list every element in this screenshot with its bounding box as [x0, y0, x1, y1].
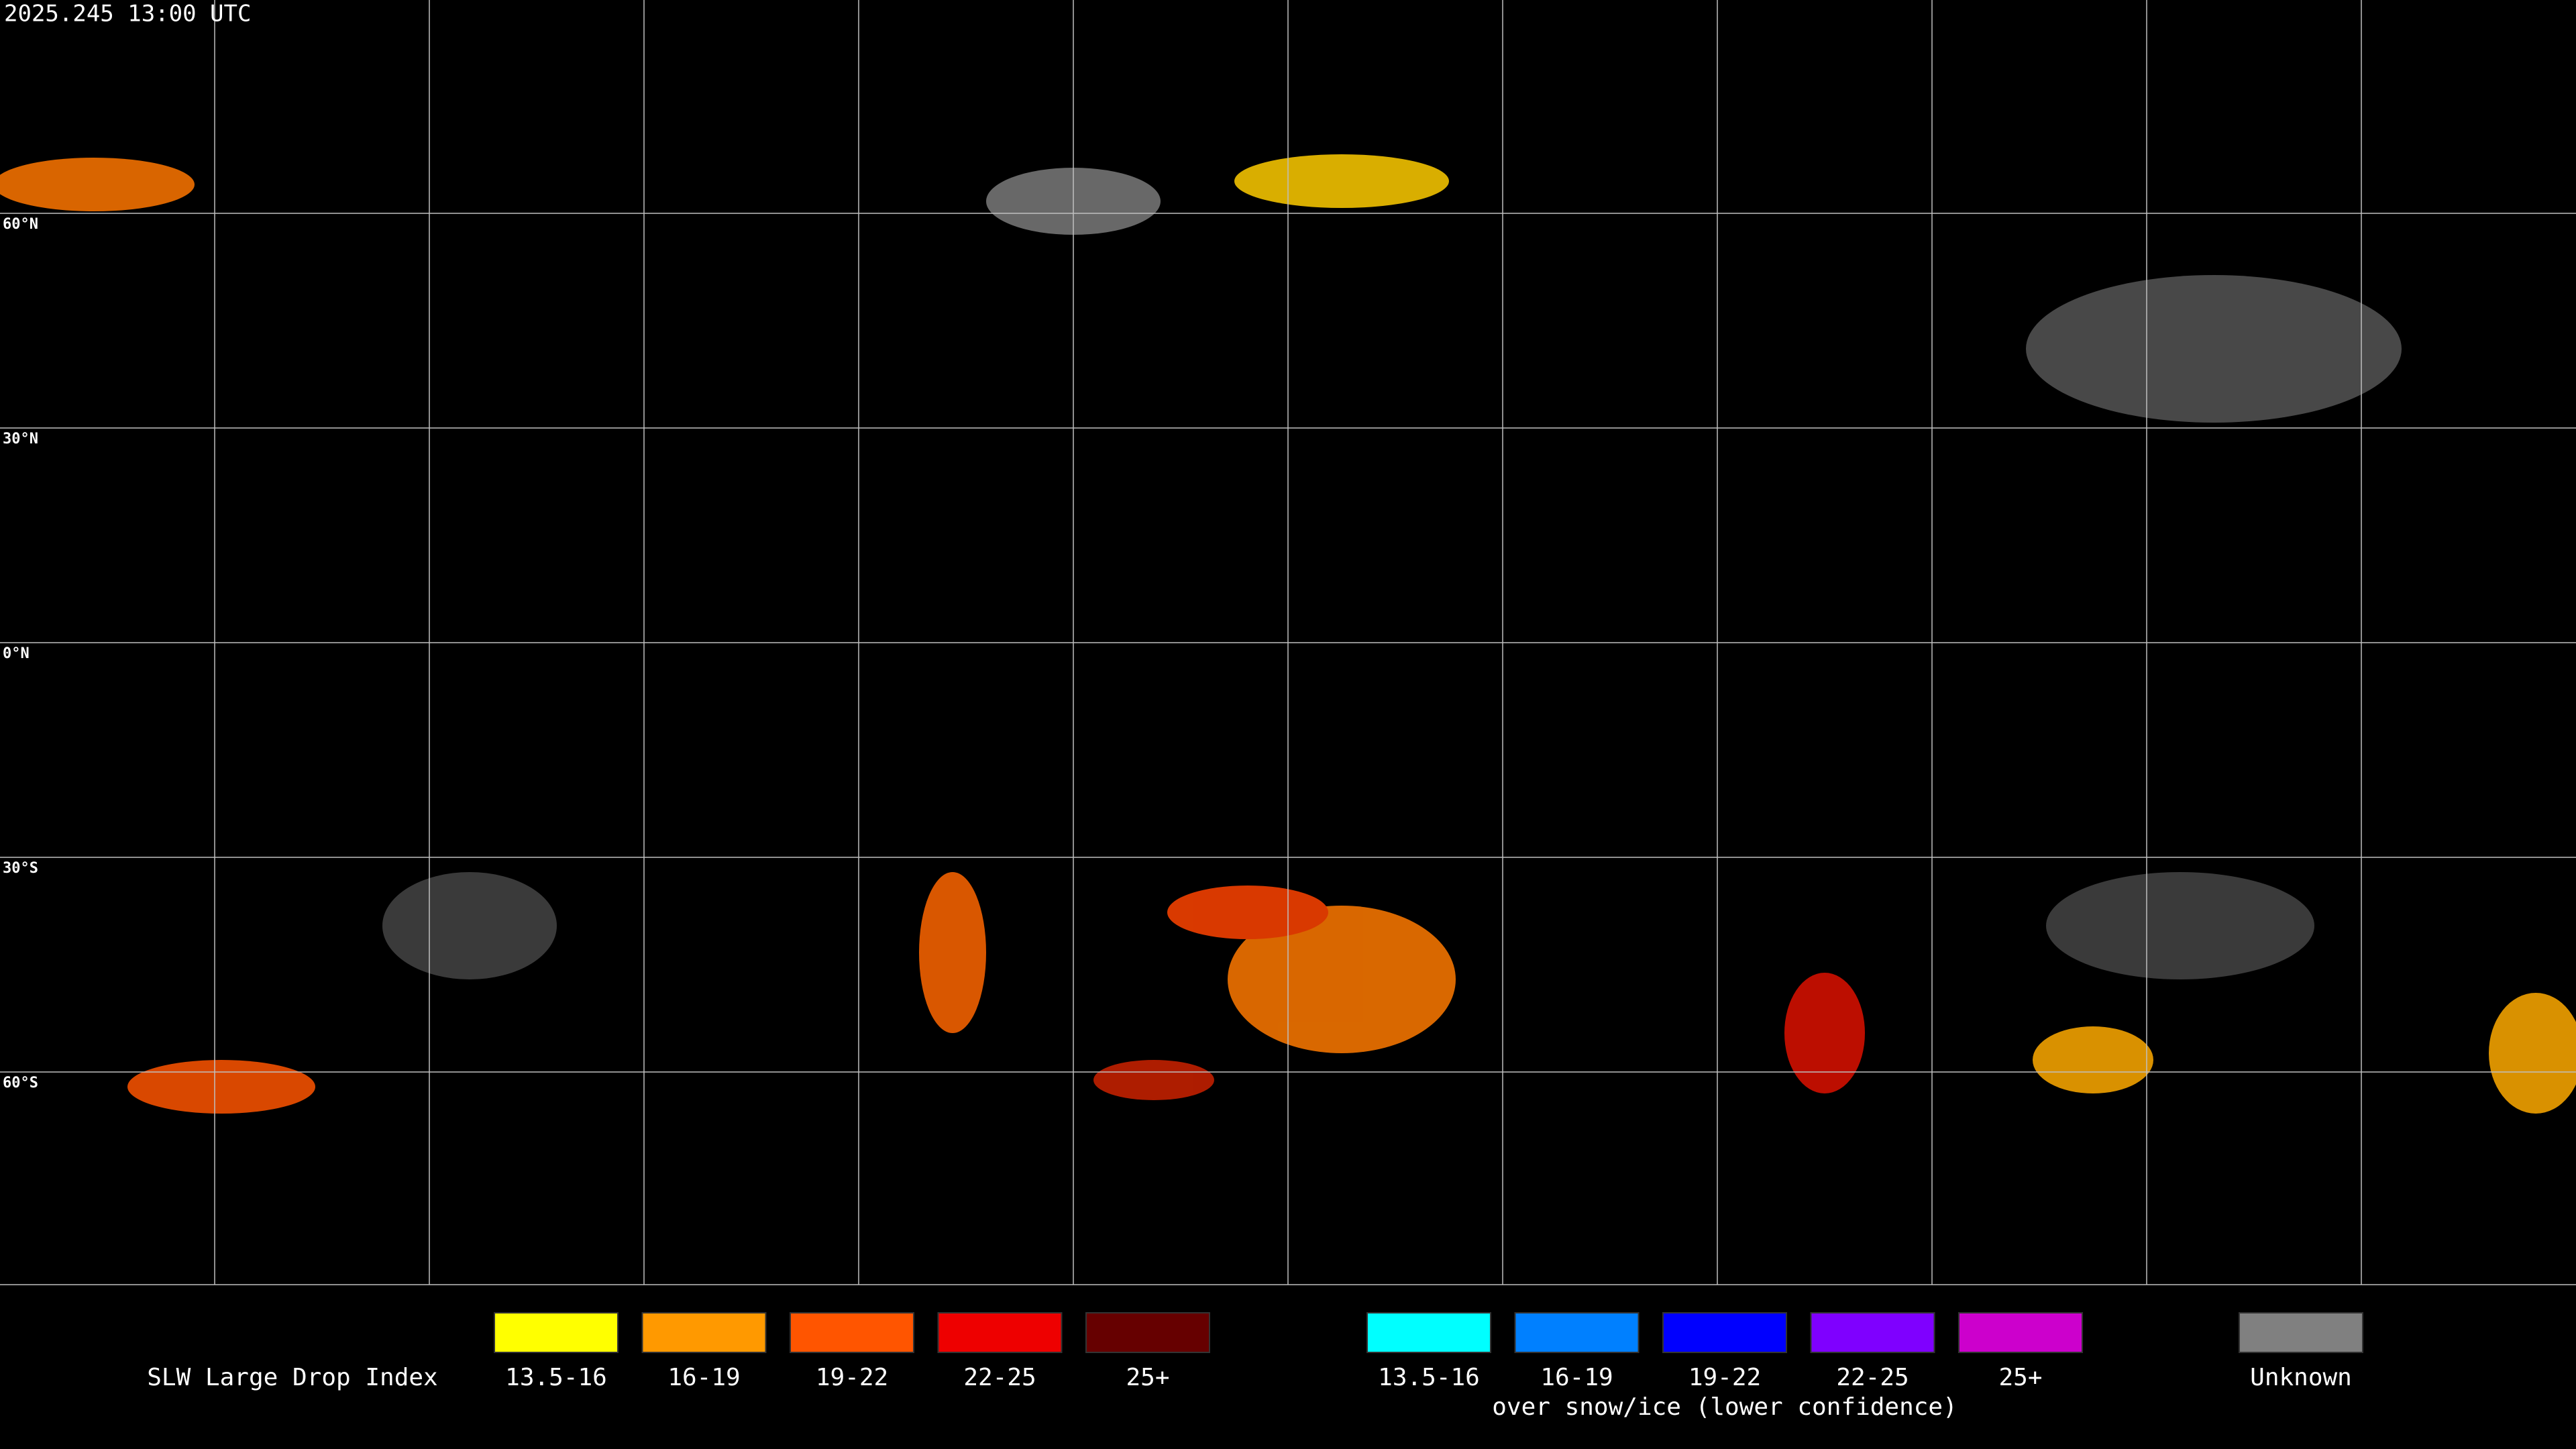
legend-swatch [1366, 1312, 1491, 1353]
latitude-label: 60°N [3, 216, 38, 233]
legend-swatch [2239, 1312, 2363, 1353]
legend-swatch [1514, 1312, 1640, 1353]
legend-label: 13.5-16 [505, 1364, 607, 1391]
legend-label: 22-25 [1836, 1364, 1909, 1391]
timestamp: 2025.245 13:00 UTC [4, 1, 251, 28]
legend-label: 25+ [1998, 1364, 2042, 1391]
legend-swatch [1958, 1312, 2083, 1353]
cloud-patch [2046, 872, 2314, 979]
legend-swatch [1810, 1312, 1935, 1353]
legend-caption: over snow/ice (lower confidence) [1492, 1393, 1957, 1421]
cloud-patch [919, 872, 986, 1033]
legend-swatch [641, 1312, 767, 1353]
cloud-patch [382, 872, 557, 979]
latitude-label: 30°S [3, 860, 38, 877]
cloud-patch [0, 158, 195, 211]
cloud-patch [127, 1060, 315, 1114]
legend-label: 19-22 [816, 1364, 888, 1391]
cloud-patch [2489, 993, 2576, 1114]
legend-title: SLW Large Drop Index [147, 1364, 437, 1391]
legend-swatch [1085, 1312, 1210, 1353]
latitude-label: 60°S [3, 1075, 38, 1091]
latitude-label: 30°N [3, 431, 38, 447]
cloud-patch [1228, 906, 1456, 1053]
latitude-label: 0°N [3, 645, 30, 662]
graticule: 60°N 30°N 0°N 30°S 60°S [0, 0, 2576, 1285]
legend-label: 16-19 [1540, 1364, 1613, 1391]
satellite-imagery [0, 154, 2576, 1114]
legend: SLW Large Drop Index 13.5-16 16-19 19-22 22-… [147, 1312, 2363, 1421]
legend-label: 25+ [1126, 1364, 1169, 1391]
cloud-patch [1167, 885, 1328, 939]
legend-label: 16-19 [667, 1364, 740, 1391]
legend-swatch [494, 1312, 619, 1353]
cloud-patch [2026, 275, 2402, 423]
legend-swatch [937, 1312, 1063, 1353]
legend-label: 19-22 [1688, 1364, 1761, 1391]
legend-label: 22-25 [963, 1364, 1036, 1391]
legend-swatch [790, 1312, 914, 1353]
cloud-patch [1093, 1060, 1214, 1100]
legend-label: 13.5-16 [1378, 1364, 1480, 1391]
cloud-patch [2033, 1026, 2153, 1093]
cloud-patch [1234, 154, 1449, 208]
legend-label: Unknown [2250, 1364, 2352, 1391]
legend-swatch [1662, 1312, 1787, 1353]
cloud-patch [1784, 973, 1865, 1093]
